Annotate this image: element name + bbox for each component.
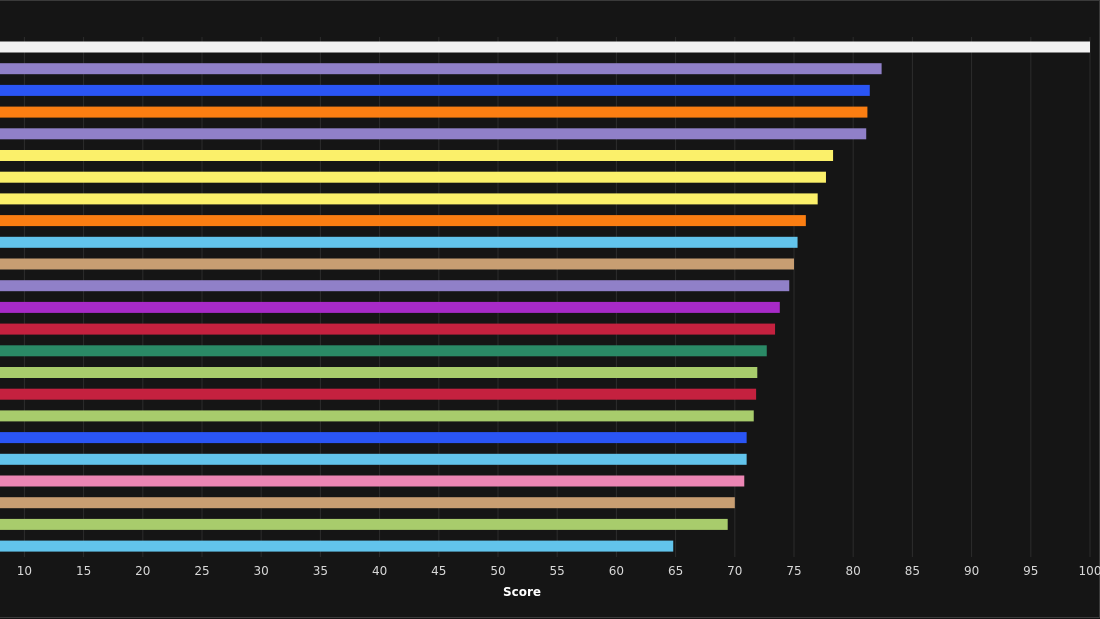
x-tick-label-40: 40 [372, 564, 387, 578]
grid-lines [23, 37, 1091, 557]
bar-22 [0, 497, 735, 509]
bar-7 [0, 171, 826, 183]
x-tick-label-30: 30 [254, 564, 269, 578]
x-tick-label-70: 70 [727, 564, 742, 578]
bar-13 [0, 301, 780, 313]
bar-16 [0, 367, 758, 378]
x-tick-label-65: 65 [668, 564, 683, 578]
x-axis-ticks: 10 15 20 25 30 35 40 45 50 55 60 65 70 75 80 85 90 95 100 [17, 564, 1100, 578]
bar-19 [0, 432, 747, 444]
bar-9 [0, 215, 806, 227]
x-tick-label-90: 90 [964, 564, 979, 578]
x-tick-label-100: 100 [1079, 564, 1100, 578]
x-tick-label-20: 20 [135, 564, 150, 578]
bar-17 [0, 388, 757, 400]
bar-15 [0, 345, 767, 357]
bar-5 [0, 128, 867, 140]
x-tick-label-85: 85 [905, 564, 920, 578]
bar-2 [0, 63, 882, 75]
x-tick-label-45: 45 [431, 564, 446, 578]
bar-21 [0, 475, 745, 487]
bar-3 [0, 84, 870, 96]
bar-6 [0, 150, 834, 161]
x-axis-title: Score [503, 585, 541, 599]
bar-12 [0, 280, 790, 292]
x-tick-label-25: 25 [194, 564, 209, 578]
x-tick-label-35: 35 [313, 564, 328, 578]
x-tick-label-50: 50 [490, 564, 505, 578]
x-tick-label-80: 80 [846, 564, 861, 578]
x-tick-label-60: 60 [609, 564, 624, 578]
bar-1 [0, 41, 1090, 53]
bar-14 [0, 323, 776, 335]
bar-24 [0, 540, 674, 552]
bar-4 [0, 106, 868, 118]
x-tick-label-55: 55 [550, 564, 565, 578]
bar-11 [0, 258, 794, 270]
bar-10 [0, 236, 798, 248]
x-tick-label-10: 10 [17, 564, 32, 578]
bar-23 [0, 518, 728, 530]
x-tick-label-15: 15 [76, 564, 91, 578]
bar-20 [0, 453, 747, 465]
bar-18 [0, 410, 754, 422]
bar-8 [0, 193, 818, 205]
x-tick-label-75: 75 [786, 564, 801, 578]
x-tick-label-95: 95 [1023, 564, 1038, 578]
bars [0, 41, 1090, 552]
